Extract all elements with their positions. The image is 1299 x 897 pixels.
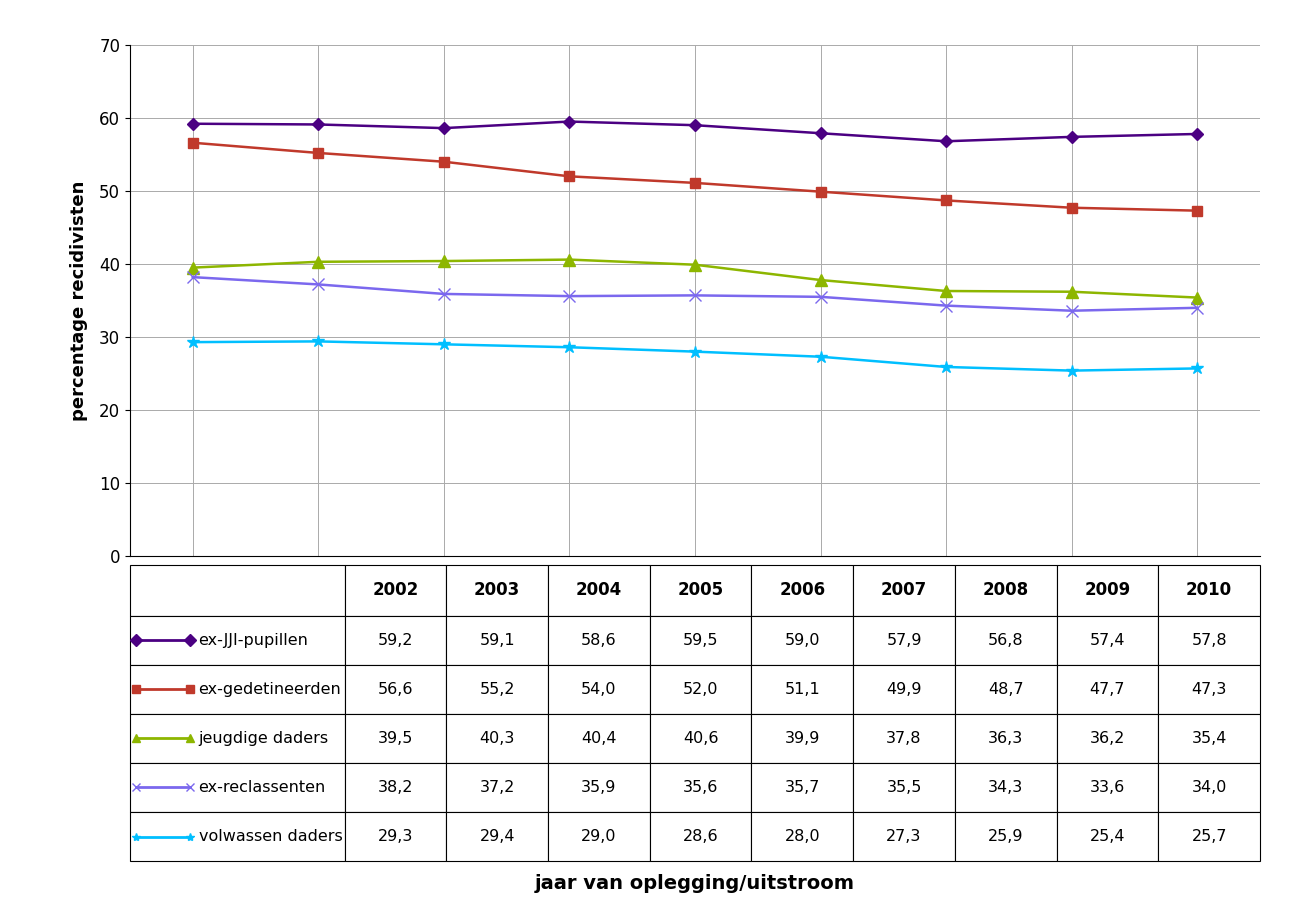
Text: jaar van oplegging/uitstroom: jaar van oplegging/uitstroom: [535, 874, 855, 893]
Y-axis label: percentage recidivisten: percentage recidivisten: [70, 180, 88, 421]
